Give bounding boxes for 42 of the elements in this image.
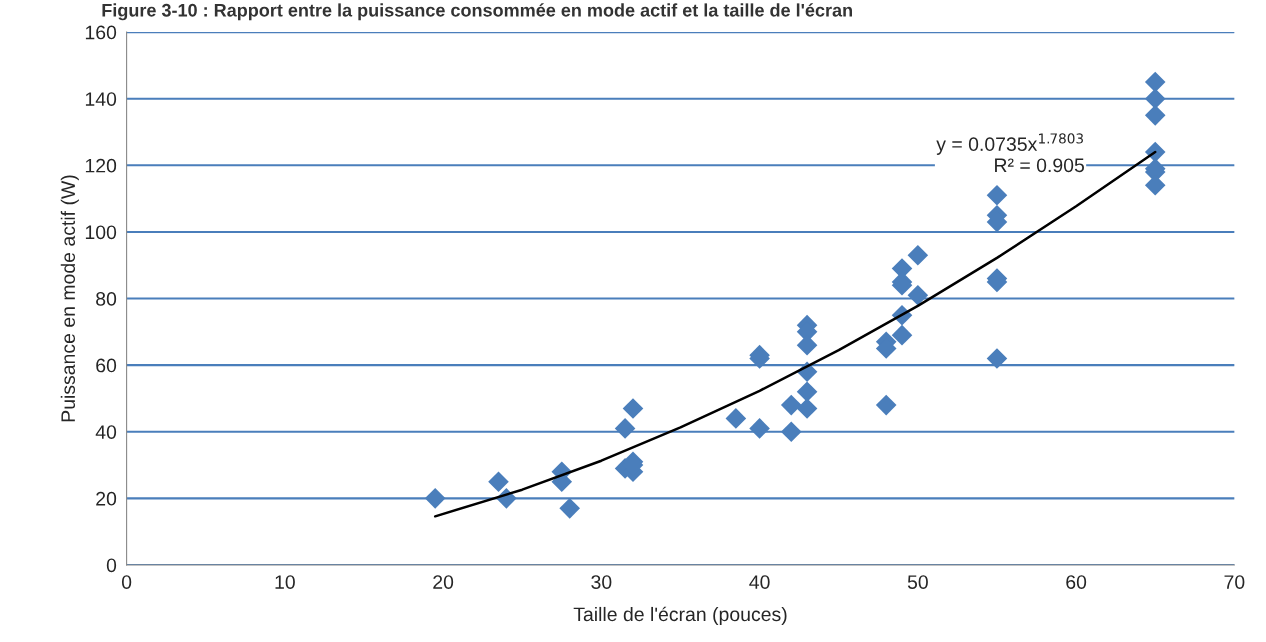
x-tick-label: 30 [591,575,612,589]
x-axis-title: Taille de l'écran (pouces) [573,606,787,626]
point [907,244,929,266]
point [891,324,913,346]
point [780,394,802,416]
point [986,348,1008,369]
x-tick-label: 60 [1066,575,1087,589]
point [559,498,580,519]
x-tick-label: 70 [1224,575,1245,589]
chart-title: Figure 3-10 : Rapport entre la puissance consommée en mode actif et la taille de l'écran [102,3,852,21]
x-tick-label: 40 [749,575,770,589]
y-tick-label: 100 [85,225,117,240]
point [1144,105,1166,126]
point [749,418,770,439]
annotation: y = 0.0735x$^{1.7803}$ R² = 0.905 [936,133,1084,173]
y-tick-label: 40 [95,425,117,439]
y-tick-label: 80 [96,292,117,306]
point [725,408,747,429]
point [875,394,897,416]
point [1144,88,1166,110]
x-tick-label: 0 [121,575,132,589]
point [1144,175,1166,196]
y-tick-label: 160 [85,25,117,40]
y-tick-label: 20 [96,491,117,506]
y-tick-label: 140 [85,92,117,106]
point [986,184,1008,206]
point [907,284,929,306]
y-tick-label: 120 [85,158,117,173]
point [424,488,446,509]
point [488,471,509,492]
y-tick-label: 0 [106,558,117,573]
point [796,398,818,419]
y-axis-title: Puissance en mode actif (W) [60,175,79,422]
point [780,421,802,443]
point [1144,71,1166,93]
point [622,398,644,419]
point [614,418,636,439]
x-tick-label: 10 [275,575,295,589]
y-tick-label: 60 [96,358,117,373]
x-tick-label: 20 [433,575,454,589]
x-tick-label: 50 [907,575,928,589]
point [796,381,818,403]
